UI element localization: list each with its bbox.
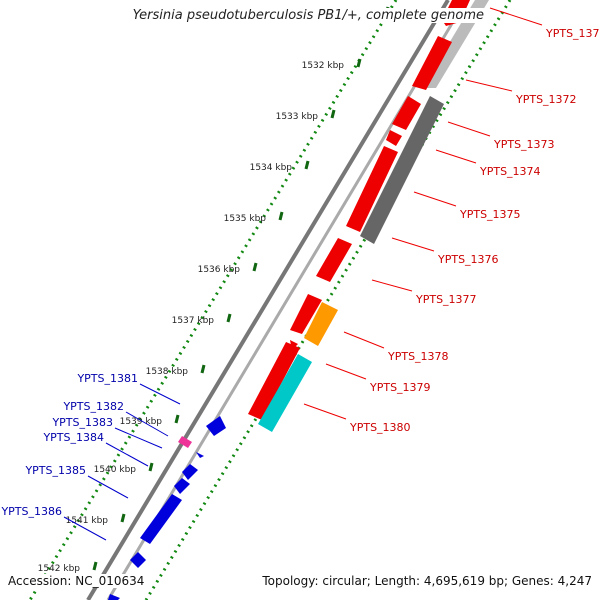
leader-line [447,121,491,137]
ruler-tick [356,58,362,68]
gene-label[interactable]: YPTS_1372 [515,93,577,106]
gene-label[interactable]: YPTS_1374 [479,165,541,178]
gene-label[interactable]: YPTS_1380 [349,421,411,434]
gene-arrow [290,294,322,334]
gene-orange [304,302,338,346]
gene-arrow-small [290,340,298,350]
gene-arrow [174,478,190,494]
leader-line [139,383,181,405]
topology-text: Topology: circular; Length: 4,695,619 bp… [262,574,592,588]
ruler-label: 1537 kbp [172,316,215,326]
gene-labels-right: YPTS_1371 YPTS_1372 YPTS_1373 YPTS_1374 YPTS… [303,7,600,434]
leader-line [325,363,367,380]
ruler-tick [92,561,98,571]
gene-arrow [412,36,452,90]
ruler-tick [304,160,310,170]
ruler-dotted-line [28,0,398,600]
backbone-outer-line [86,0,450,600]
ruler-tick [330,109,336,119]
gene-arrow [248,342,300,420]
gene-label[interactable]: YPTS_1371 [545,27,600,40]
leader-line [125,411,169,437]
gene-arrow [316,238,352,282]
gene-arrow [196,452,204,458]
gene-label[interactable]: YPTS_1383 [51,416,113,429]
leader-line [63,516,107,541]
gene-arrow [346,146,398,232]
leader-line [105,442,149,467]
gene-label[interactable]: YPTS_1381 [76,372,138,385]
leader-line [391,237,435,252]
inner-dotted-line [144,0,512,600]
gene-arrow [108,594,120,600]
gene-label[interactable]: YPTS_1375 [459,208,521,221]
gene-label[interactable]: YPTS_1373 [493,138,555,151]
ruler-label: 1540 kbp [94,465,137,475]
gene-labels-left: YPTS_1381 YPTS_1382 YPTS_1383 YPTS_1384 YPTS… [0,372,181,541]
leader-line [371,279,413,292]
map-title: Yersinia pseudotuberculosis PB1/+, compl… [0,8,600,23]
gene-arrow [182,464,198,480]
leader-line [343,331,385,349]
gene-arrow [130,552,146,568]
gene-arrow [206,416,226,436]
gene-cyan [258,354,312,432]
leader-line [87,475,129,499]
ruler-label: 1534 kbp [250,163,293,173]
leader-line [413,191,457,207]
ruler-label: 1532 kbp [302,61,345,71]
ruler-label: 1535 kbp [224,214,267,224]
gene-label[interactable]: YPTS_1379 [369,381,431,394]
leader-line [489,7,543,26]
ruler-label: 1541 kbp [66,516,109,526]
gene-arrow [386,130,402,146]
accession-text: Accession: NC_010634 [8,574,145,588]
ruler-tick [200,364,206,374]
ruler-label: 1536 kbp [198,265,241,275]
gene-label[interactable]: YPTS_1376 [437,253,499,266]
leader-line [435,149,477,164]
ruler-tick [120,513,126,523]
gene-label[interactable]: YPTS_1382 [62,400,124,413]
gene-label[interactable]: YPTS_1386 [0,505,62,518]
gene-label[interactable]: YPTS_1378 [387,350,449,363]
leader-line [465,79,513,92]
forward-genes [248,0,470,420]
leader-line [303,403,347,420]
gene-arrow [392,96,421,130]
gene-pink [178,436,192,448]
leader-line [114,427,163,449]
ruler-label: 1542 kbp [38,564,81,574]
ruler-label: 1539 kbp [120,417,163,427]
ruler-label: 1538 kbp [146,367,189,377]
gene-label[interactable]: YPTS_1384 [42,431,104,444]
ruler-tick [226,313,232,323]
gene-arrow [140,494,182,544]
ruler-tick [174,414,180,424]
ruler-label: 1533 kbp [276,112,319,122]
gene-label[interactable]: YPTS_1385 [24,464,86,477]
dark-gray-block [360,96,444,244]
ruler-tick [148,462,154,472]
ruler-tick [252,262,258,272]
reverse-genes [108,416,226,600]
gene-label[interactable]: YPTS_1377 [415,293,477,306]
ruler-tick [278,211,284,221]
